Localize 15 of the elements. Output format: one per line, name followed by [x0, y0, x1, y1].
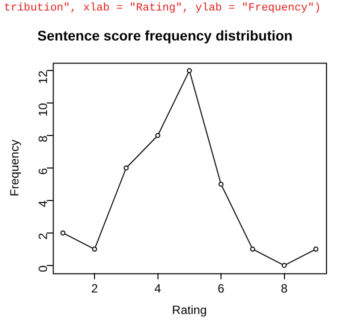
x-tick-label: 6: [218, 282, 225, 296]
x-tick-label: 2: [91, 282, 98, 296]
y-tick-label: 6: [36, 168, 50, 175]
text: tribution", xlab = "Rating", ylab = "Frequency"): [4, 2, 321, 14]
x-axis-title: Rating: [172, 303, 207, 318]
y-tick-label: 12: [36, 70, 50, 84]
chart-title: Sentence score frequency distribution: [37, 27, 293, 44]
y-tick-label: 2: [36, 232, 50, 240]
y-tick-label: 8: [36, 135, 50, 142]
y-tick-label: 4: [36, 200, 50, 208]
y-tick-label: 0: [36, 265, 50, 272]
x-tick-label: 4: [154, 282, 162, 296]
x-tick-label: 8: [280, 282, 288, 296]
y-tick-label: 10: [36, 102, 50, 116]
y-axis-title: Frequency: [8, 140, 22, 196]
